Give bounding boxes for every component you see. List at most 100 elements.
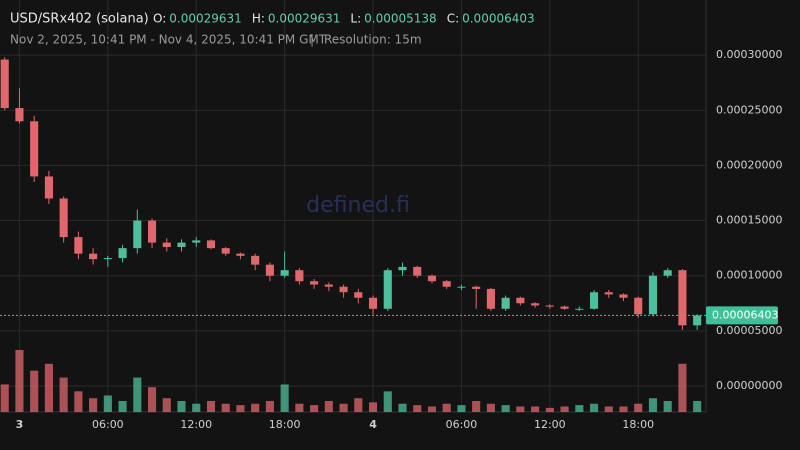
- volume-bar: [501, 405, 510, 412]
- separator: |: [310, 33, 314, 47]
- volume-bar: [0, 384, 9, 412]
- last-price-label: 0.00006403: [712, 308, 778, 321]
- candle-body: [589, 292, 599, 309]
- volume-bar: [339, 403, 348, 412]
- legend-key: O:: [153, 12, 166, 26]
- legend-key: L:: [350, 12, 361, 26]
- resolution: Resolution: 15m: [324, 33, 422, 47]
- candle-body: [280, 270, 289, 276]
- grid: [0, 0, 706, 412]
- candle-body: [177, 242, 186, 248]
- candle-body: [89, 253, 98, 260]
- volume-bar: [15, 350, 24, 412]
- candle-body: [103, 258, 112, 260]
- candle-body: [221, 248, 230, 254]
- candle-body: [486, 288, 495, 309]
- candle-body: [442, 281, 451, 287]
- volume-bar: [280, 384, 289, 412]
- volume-bar: [486, 403, 495, 412]
- legend-value: 0.00006403: [462, 12, 535, 26]
- volume-bar: [516, 406, 525, 412]
- candle-body: [192, 240, 201, 243]
- candle-body: [413, 266, 422, 276]
- x-tick-label: 18:00: [269, 418, 301, 431]
- volume-bar: [221, 403, 230, 412]
- volume-bar: [457, 405, 466, 412]
- candle-body: [634, 297, 643, 315]
- volume-bar: [531, 406, 540, 412]
- volume-bar: [368, 402, 378, 412]
- volume-bar: [192, 403, 201, 412]
- candle-body: [663, 270, 672, 276]
- volume-bar: [236, 405, 245, 412]
- candle-body: [15, 108, 24, 122]
- candle-body: [545, 305, 554, 307]
- candle-body: [0, 59, 9, 109]
- candle-body: [339, 286, 348, 293]
- candle-body: [678, 270, 687, 326]
- volume-bar: [589, 403, 599, 412]
- candle-body: [604, 292, 613, 295]
- candle-body: [265, 264, 274, 276]
- candle-body: [427, 275, 437, 282]
- volume-bar: [575, 405, 584, 412]
- plot: [0, 57, 706, 412]
- legend-value: 0.00029631: [169, 12, 242, 26]
- candle-body: [457, 286, 466, 288]
- legend-value: 0.00029631: [268, 12, 341, 26]
- candle-body: [206, 240, 216, 249]
- y-tick-label: 0.00005000: [716, 324, 782, 337]
- watermark: defined.fi: [306, 193, 410, 218]
- candle-body: [501, 297, 510, 309]
- volume-bar: [103, 395, 112, 412]
- volume-bar: [59, 377, 68, 412]
- candle-body: [383, 270, 392, 309]
- volume-bar: [354, 398, 363, 412]
- x-tick-label: 3: [16, 418, 24, 431]
- candle-body: [74, 237, 83, 254]
- legend-key: H:: [252, 12, 265, 26]
- candle-body: [59, 198, 68, 238]
- axes: 0.00000000 0.00005000 0.00010000 0.00015000…: [16, 48, 783, 431]
- candle-body: [251, 255, 260, 265]
- candle-body: [133, 220, 142, 249]
- chart-title: USD/SRx402 (solana): [10, 12, 149, 27]
- candle-body: [147, 220, 157, 243]
- volume-bar: [678, 363, 687, 412]
- last-price-box: [706, 306, 778, 325]
- volume-bar: [663, 400, 672, 412]
- volume-bar: [427, 406, 437, 412]
- y-tick-label: 0.00030000: [716, 48, 782, 61]
- volume-bar: [118, 400, 127, 412]
- candle-body: [619, 294, 628, 298]
- volume-bar: [634, 403, 643, 412]
- candle-body: [310, 281, 319, 285]
- x-tick-label: 06:00: [446, 418, 478, 431]
- candle-body: [162, 242, 171, 248]
- volume-bar: [604, 406, 613, 412]
- candle-body: [30, 121, 39, 177]
- volume-bar: [147, 387, 157, 412]
- volume-bar: [89, 398, 98, 412]
- candle-body: [516, 297, 525, 304]
- x-tick-label: 12:00: [180, 418, 212, 431]
- candle-body: [693, 315, 702, 326]
- volume-bar: [206, 400, 216, 412]
- candle-body: [368, 297, 378, 309]
- candle-body: [295, 270, 304, 282]
- volume-bar: [398, 403, 407, 412]
- candle-body: [575, 308, 584, 310]
- x-tick-label: 18:00: [622, 418, 654, 431]
- volume-bar: [30, 370, 39, 412]
- y-tick-label: 0.00020000: [716, 158, 782, 171]
- candle-body: [531, 303, 540, 306]
- volume-bar: [693, 400, 702, 412]
- legend-key: C:: [447, 12, 459, 26]
- volume-bar: [295, 403, 304, 412]
- x-tick-label: 06:00: [92, 418, 124, 431]
- x-tick-label: 12:00: [534, 418, 566, 431]
- candle-body: [44, 176, 53, 199]
- candle-body: [648, 275, 658, 315]
- volume-bar: [472, 400, 481, 412]
